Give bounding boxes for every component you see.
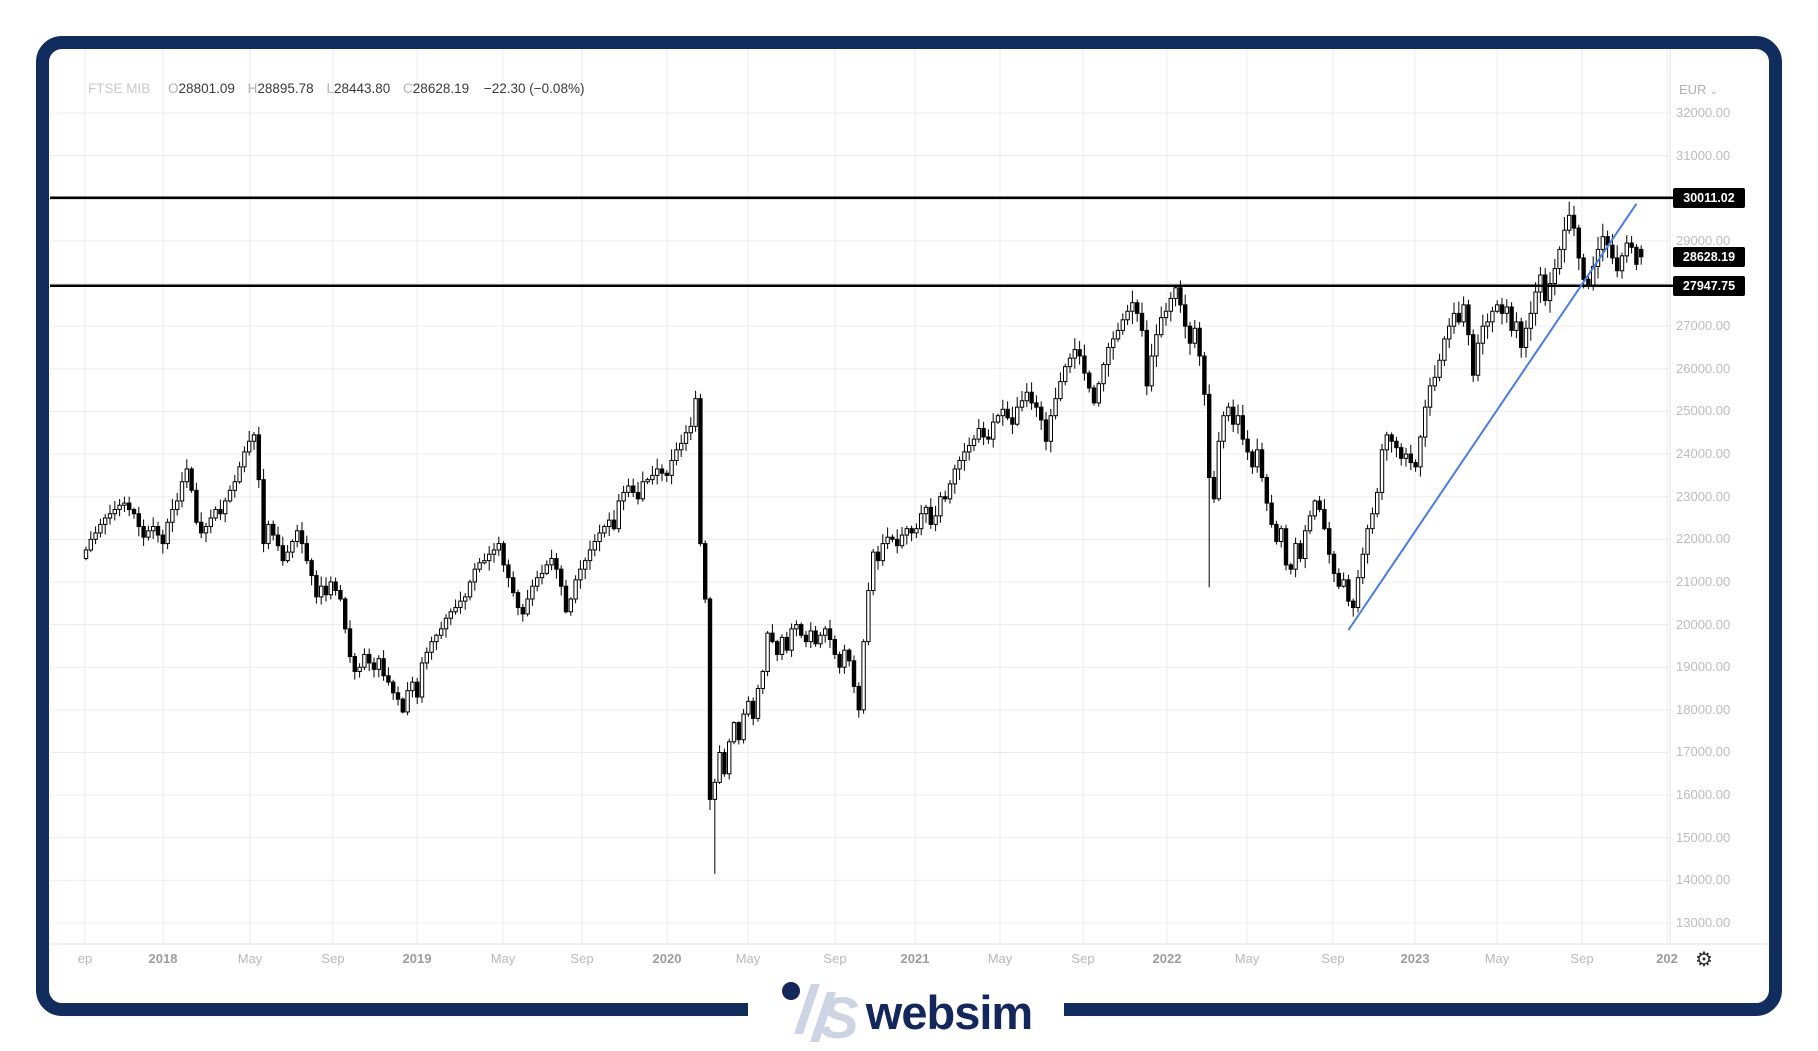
time-tick-label: Sep	[1570, 951, 1594, 966]
time-tick-label: Sep	[1321, 951, 1345, 966]
time-tick-label: 202	[1656, 951, 1678, 966]
price-tick-label: 19000.00	[1676, 659, 1731, 675]
time-tick-label: 2022	[1152, 951, 1182, 966]
price-tick-label: 18000.00	[1676, 701, 1731, 717]
time-tick-label: ep	[77, 951, 93, 966]
time-tick-label: May	[987, 951, 1013, 966]
websim-monogram-icon: S	[781, 981, 859, 1046]
trendline[interactable]	[1347, 203, 1638, 631]
time-tick-label: 2020	[652, 951, 682, 966]
time-tick-label: 2018	[148, 951, 178, 966]
price-tick-label: 14000.00	[1676, 872, 1731, 888]
time-tick-label: May	[237, 951, 263, 966]
price-tick-label: 15000.00	[1676, 829, 1731, 845]
time-tick-label: 2021	[900, 951, 930, 966]
settings-gear-icon[interactable]: ⚙	[1695, 949, 1713, 971]
price-tick-label: 31000.00	[1676, 147, 1731, 163]
currency-label: EUR	[1679, 82, 1707, 97]
chevron-down-icon: ⌄	[1709, 86, 1718, 97]
time-tick-label: 2019	[402, 951, 432, 966]
time-tick-label: May	[490, 951, 516, 966]
time-tick-label: 2023	[1400, 951, 1430, 966]
close-value: 28628.19	[412, 81, 470, 96]
open-value: 28801.09	[178, 81, 235, 96]
price-tick-label: 25000.00	[1676, 403, 1731, 419]
price-badge: 30011.02	[1673, 187, 1745, 208]
time-tick-label: Sep	[321, 951, 345, 966]
candles-layer	[83, 201, 1644, 874]
time-tick-label: Sep	[823, 951, 847, 966]
price-tick-label: 23000.00	[1676, 488, 1731, 504]
time-tick-label: May	[1484, 951, 1510, 966]
price-tick-label: 20000.00	[1676, 616, 1731, 632]
svg-text:S: S	[820, 986, 859, 1046]
price-tick-label: 17000.00	[1676, 744, 1731, 760]
ohlc-legend: FTSE MIB O28801.09 H28895.78 L28443.80 C…	[88, 81, 584, 96]
price-tick-label: 13000.00	[1676, 915, 1731, 930]
symbol-name: FTSE MIB	[88, 81, 151, 96]
close-label: C	[403, 81, 413, 96]
price-tick-label: 16000.00	[1676, 787, 1731, 803]
time-tick-label: May	[1234, 951, 1260, 966]
high-label: H	[247, 81, 258, 96]
price-badge: 28628.19	[1673, 246, 1745, 267]
price-tick-label: 21000.00	[1676, 573, 1731, 589]
high-value: 28895.78	[257, 81, 314, 96]
time-tick-label: Sep	[570, 951, 594, 966]
brand-name: websim	[865, 986, 1033, 1039]
price-tick-label: 26000.00	[1676, 360, 1731, 376]
open-label: O	[168, 81, 179, 96]
time-tick-label: Sep	[1071, 951, 1095, 966]
price-tick-label: 32000.00	[1676, 105, 1731, 120]
low-label: L	[326, 81, 334, 96]
price-tick-label: 27000.00	[1676, 318, 1731, 334]
price-badge: 27947.75	[1673, 275, 1745, 296]
change-value: −22.30 (−0.08%)	[483, 81, 585, 96]
time-tick-label: May	[735, 951, 761, 966]
websim-logo: S websim	[748, 974, 1064, 1051]
currency-selector[interactable]: EUR ⌄	[1679, 82, 1718, 97]
price-tick-label: 29000.00	[1676, 232, 1731, 248]
price-tick-label: 22000.00	[1676, 531, 1731, 547]
price-tick-label: 24000.00	[1676, 446, 1731, 462]
low-value: 28443.80	[333, 81, 391, 96]
